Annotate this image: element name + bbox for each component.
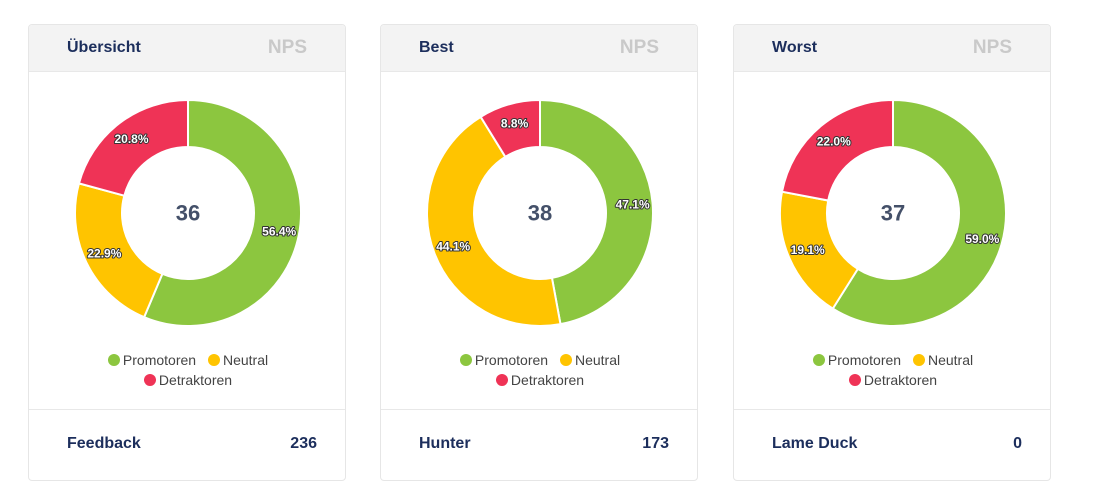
card-uebersicht: Übersicht NPS 56.4% 22.9% 20.8% 36 Promotor… — [28, 24, 346, 481]
promotoren-dot-icon — [459, 354, 472, 366]
card-header: Best NPS — [381, 25, 697, 72]
card-header: Übersicht NPS — [29, 25, 345, 72]
footer-label: Lame Duck — [772, 435, 858, 452]
donut-chart: 56.4% 22.9% 20.8% 36 — [74, 98, 302, 327]
detraktoren-dot-icon — [848, 374, 861, 386]
data-label-detraktoren: 20.8% — [114, 132, 148, 146]
data-label-neutral: 22.9% — [87, 247, 121, 261]
donut-segment-neutral[interactable] — [426, 115, 562, 327]
footer-value: 236 — [290, 435, 317, 452]
card-footer: Hunter 173 — [381, 409, 697, 480]
data-label-promotoren: 47.1% — [616, 198, 650, 212]
donut-segment-detraktoren[interactable] — [77, 98, 189, 197]
card-best: Best NPS 47.1% 44.1% 8.8% 38 Promotoren Neu… — [380, 24, 698, 481]
nps-score: 38 — [528, 201, 552, 226]
legend-label: Promotoren — [827, 352, 902, 368]
legend-item-detraktoren[interactable]: Detraktoren — [495, 370, 585, 390]
neutral-dot-icon — [912, 354, 925, 366]
donut-segment-detraktoren[interactable] — [780, 98, 894, 202]
nps-label: NPS — [972, 37, 1012, 58]
legend-item-promotoren[interactable]: Promotoren — [107, 350, 197, 370]
chart-legend: Promotoren Neutral Detraktoren — [381, 350, 697, 390]
legend-label: Neutral — [574, 352, 621, 368]
footer-value: 0 — [1013, 435, 1022, 452]
neutral-dot-icon — [559, 354, 572, 366]
promotoren-dot-icon — [812, 354, 825, 366]
donut-segment-promotoren[interactable] — [539, 98, 654, 326]
data-label-neutral: 44.1% — [436, 239, 470, 253]
donut-segment-promotoren[interactable] — [831, 98, 1007, 327]
legend-label: Detraktoren — [158, 372, 233, 388]
detraktoren-dot-icon — [495, 374, 508, 386]
legend-item-neutral[interactable]: Neutral — [559, 350, 621, 370]
legend-item-detraktoren[interactable]: Detraktoren — [848, 370, 938, 390]
legend-label: Neutral — [222, 352, 269, 368]
legend-item-promotoren[interactable]: Promotoren — [459, 350, 549, 370]
legend-item-neutral[interactable]: Neutral — [912, 350, 974, 370]
footer-value: 173 — [642, 435, 669, 452]
card-footer: Feedback 236 — [29, 409, 345, 480]
nps-score: 37 — [881, 201, 905, 226]
card-title: Best — [419, 39, 454, 56]
legend-item-detraktoren[interactable]: Detraktoren — [143, 370, 233, 390]
promotoren-dot-icon — [107, 354, 120, 366]
detraktoren-dot-icon — [143, 374, 156, 386]
legend-label: Promotoren — [474, 352, 549, 368]
data-label-detraktoren: 8.8% — [501, 117, 529, 131]
chart-legend: Promotoren Neutral Detraktoren — [734, 350, 1050, 390]
legend-label: Detraktoren — [510, 372, 585, 388]
legend-label: Neutral — [927, 352, 974, 368]
card-worst: Worst NPS 59.0% 19.1% 22.0% 37 Promotoren N… — [733, 24, 1051, 481]
card-title: Worst — [772, 39, 818, 56]
footer-label: Hunter — [419, 435, 471, 452]
data-label-promotoren: 59.0% — [965, 232, 999, 246]
chart-legend: Promotoren Neutral Detraktoren — [29, 350, 345, 390]
data-label-neutral: 19.1% — [791, 243, 825, 257]
donut-chart: 59.0% 19.1% 22.0% 37 — [779, 98, 1007, 327]
donut-segment-detraktoren[interactable] — [479, 98, 541, 159]
neutral-dot-icon — [207, 354, 220, 366]
legend-item-neutral[interactable]: Neutral — [207, 350, 269, 370]
card-title: Übersicht — [67, 39, 141, 56]
nps-label: NPS — [619, 37, 659, 58]
card-footer: Lame Duck 0 — [734, 409, 1050, 480]
legend-label: Detraktoren — [863, 372, 938, 388]
donut-segment-promotoren[interactable] — [142, 98, 302, 327]
footer-label: Feedback — [67, 435, 141, 452]
card-header: Worst NPS — [734, 25, 1050, 72]
donut-chart: 47.1% 44.1% 8.8% 38 — [426, 98, 654, 327]
legend-label: Promotoren — [122, 352, 197, 368]
data-label-detraktoren: 22.0% — [817, 134, 851, 148]
nps-label: NPS — [267, 37, 307, 58]
legend-item-promotoren[interactable]: Promotoren — [812, 350, 902, 370]
data-label-promotoren: 56.4% — [262, 224, 296, 238]
nps-score: 36 — [176, 201, 200, 226]
